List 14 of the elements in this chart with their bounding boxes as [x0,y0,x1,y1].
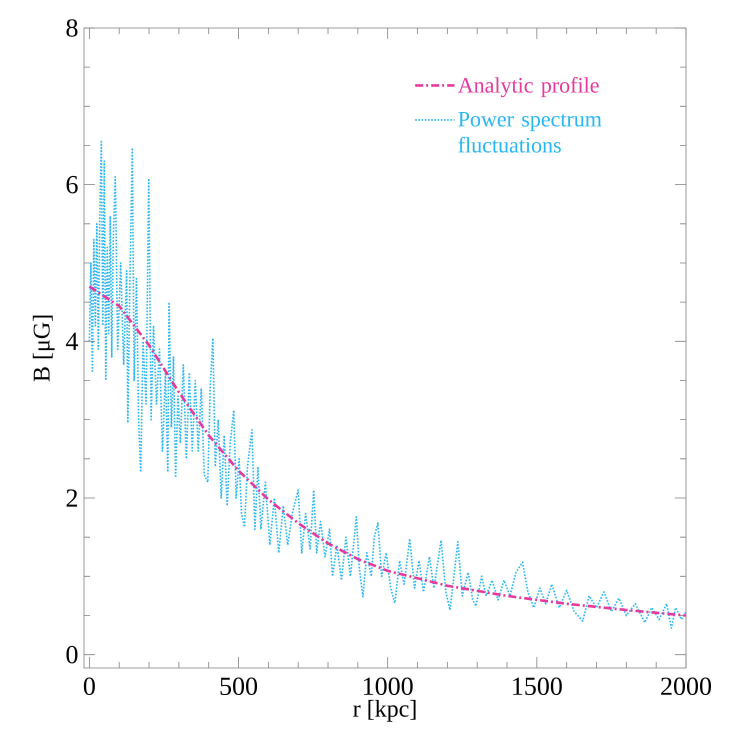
y-axis-title: B [μG] [32,316,55,382]
y-tick-label: 2 [66,489,78,507]
x-axis-title: r [kpc] [353,700,416,722]
y-tick-label: 8 [66,19,78,37]
y-tick-label: 0 [66,646,78,664]
x-tick-label: 2000 [661,678,712,696]
y-tick-label: 4 [66,332,78,350]
x-tick-label: 0 [84,678,95,696]
x-tick-label: 500 [220,678,258,696]
y-tick-label: 6 [66,176,78,194]
legend-label: Analytic profile [458,76,599,98]
x-tick-label: 1500 [513,678,562,696]
x-tick-label: 1000 [364,678,413,696]
legend-label: Power spectrum fluctuations [458,112,602,153]
